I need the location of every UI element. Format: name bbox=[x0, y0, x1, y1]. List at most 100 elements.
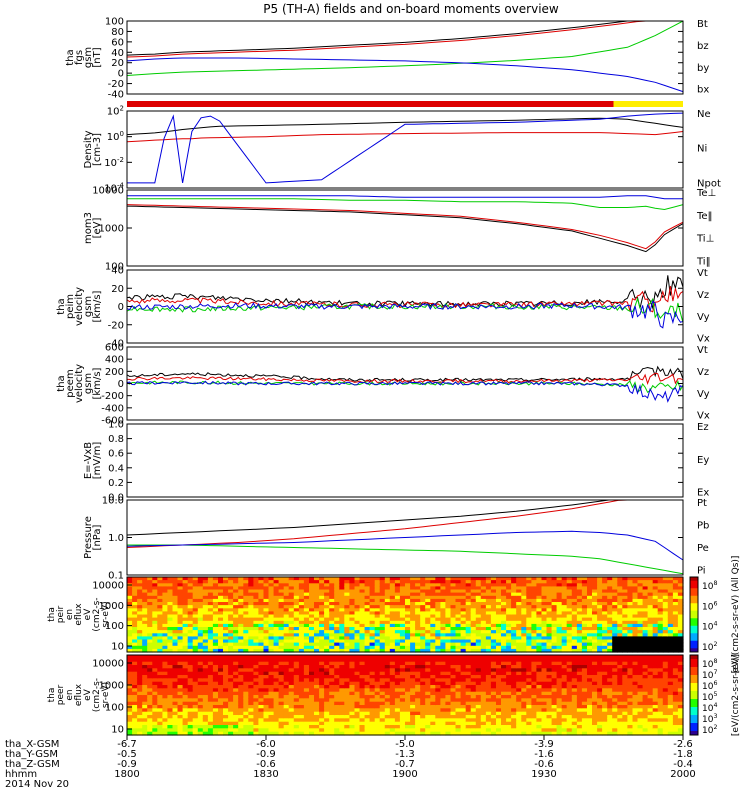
peir-cell bbox=[379, 577, 386, 581]
peer-cell bbox=[324, 705, 330, 709]
peir-cell bbox=[197, 580, 204, 584]
peir-cell bbox=[516, 611, 522, 616]
peir-cell bbox=[212, 617, 219, 622]
peer-cell bbox=[465, 721, 472, 726]
peir-cell bbox=[349, 648, 356, 653]
peir-cell bbox=[228, 589, 234, 594]
peir-cell bbox=[526, 592, 532, 597]
peer-cell bbox=[521, 715, 527, 719]
peir-cell bbox=[212, 608, 219, 612]
peir-cell bbox=[364, 586, 371, 591]
peir-cell bbox=[556, 598, 563, 603]
peir-cell bbox=[142, 589, 148, 594]
peer-cell bbox=[202, 665, 209, 669]
peer-cell bbox=[298, 708, 305, 713]
peir-cell bbox=[622, 589, 628, 594]
peer-cell bbox=[127, 731, 133, 736]
peer-cell bbox=[147, 731, 153, 736]
peer-cell bbox=[470, 655, 477, 659]
peer-cell bbox=[394, 708, 401, 713]
peir-cell bbox=[677, 608, 684, 612]
peer-cell bbox=[238, 668, 244, 673]
peer-cell bbox=[526, 678, 532, 683]
mom-ylabel: mom3 bbox=[83, 212, 94, 244]
peer-cell bbox=[506, 701, 512, 706]
peir-cell bbox=[657, 636, 664, 641]
peir-cell bbox=[647, 608, 654, 612]
peer-cell bbox=[147, 718, 153, 723]
peer-cell bbox=[485, 695, 492, 699]
peir-cell bbox=[667, 617, 674, 622]
peir-cell bbox=[571, 580, 578, 584]
peir-cell bbox=[384, 645, 391, 650]
peir-cell bbox=[581, 611, 588, 616]
peir-cell bbox=[359, 648, 366, 653]
peir-colorbar-cell bbox=[690, 603, 698, 608]
peir-cell bbox=[177, 623, 184, 628]
peir-cell bbox=[465, 580, 472, 584]
peir-cell bbox=[672, 586, 679, 591]
peer-cell bbox=[354, 661, 361, 666]
peir-cell bbox=[243, 636, 249, 641]
peir-cell bbox=[546, 586, 553, 591]
peer-cell bbox=[364, 718, 371, 723]
peir-cell bbox=[521, 580, 527, 584]
peir-cell bbox=[587, 639, 593, 644]
peir-cell bbox=[450, 639, 457, 644]
peer-cell bbox=[319, 711, 325, 716]
peer-cell bbox=[566, 655, 573, 659]
peir-cell bbox=[349, 633, 356, 637]
peir-cell bbox=[677, 645, 684, 650]
peir-cell bbox=[324, 611, 330, 616]
peir-cell bbox=[592, 623, 598, 628]
peer-cell bbox=[238, 698, 244, 703]
peer-cell bbox=[187, 678, 194, 683]
peir-cell bbox=[142, 633, 148, 637]
peer-cell bbox=[374, 665, 381, 669]
peer-cell bbox=[399, 671, 406, 676]
peer-cell bbox=[137, 661, 143, 666]
peer-cell bbox=[450, 728, 457, 733]
peer-cell bbox=[273, 731, 280, 736]
peir-cell bbox=[455, 611, 462, 616]
peer-cell bbox=[379, 701, 386, 706]
peer-cell bbox=[541, 721, 548, 726]
peir-cell bbox=[425, 636, 431, 641]
peir-cell bbox=[657, 577, 664, 581]
peir-cell bbox=[172, 639, 179, 644]
peir-cell bbox=[309, 595, 315, 600]
peir-cell bbox=[142, 602, 148, 606]
peir-ylabel: en bbox=[65, 609, 75, 620]
peer-cell bbox=[420, 655, 426, 659]
peir-cell bbox=[566, 589, 573, 594]
peer-cell bbox=[541, 701, 548, 706]
peer-cell bbox=[273, 695, 280, 699]
peer-cell bbox=[369, 721, 376, 726]
peer-cell bbox=[197, 705, 204, 709]
peer-cell bbox=[197, 691, 204, 696]
peer-cell bbox=[283, 665, 290, 669]
peir-cell bbox=[667, 595, 674, 600]
peir-cell bbox=[268, 611, 275, 616]
peir-cell bbox=[657, 639, 664, 644]
peir-cell bbox=[177, 620, 184, 625]
peer-cell bbox=[319, 725, 325, 729]
peir-cell bbox=[268, 614, 275, 619]
peir-cell bbox=[485, 620, 492, 625]
peir-cell bbox=[248, 614, 254, 619]
peir-cell bbox=[192, 583, 199, 587]
peir-cell bbox=[278, 605, 285, 609]
peer-cell bbox=[465, 658, 472, 663]
peir-cell bbox=[197, 589, 204, 594]
peir-cell bbox=[329, 633, 335, 637]
peir-cell bbox=[677, 633, 684, 637]
peir-cell bbox=[435, 611, 441, 616]
peir-cell bbox=[329, 577, 335, 581]
peir-cell bbox=[334, 620, 340, 625]
peer-cell bbox=[480, 655, 487, 659]
peer-cell bbox=[506, 711, 512, 716]
peir-cell bbox=[617, 602, 623, 606]
peir-cell bbox=[430, 608, 436, 612]
peir-cell bbox=[137, 595, 143, 600]
peer-cell bbox=[127, 725, 133, 729]
